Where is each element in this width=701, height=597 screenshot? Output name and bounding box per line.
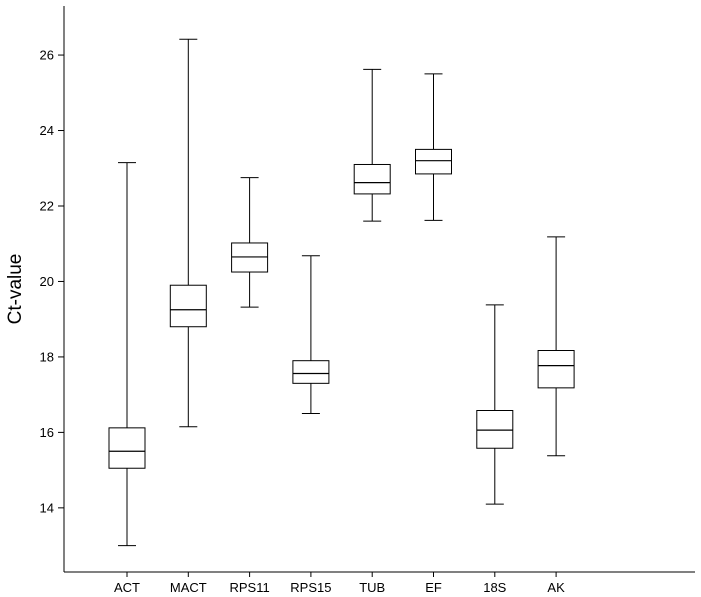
x-tick-label: RPS15	[290, 580, 331, 595]
y-tick-label: 20	[40, 274, 54, 289]
x-tick-label: AK	[547, 580, 565, 595]
iqr-box	[108, 427, 146, 469]
iqr-box	[353, 163, 391, 195]
box-act	[108, 162, 146, 547]
y-tick-label: 18	[40, 349, 54, 364]
x-tick-label: TUB	[359, 580, 385, 595]
box-rps15	[292, 255, 330, 415]
iqr-box	[169, 284, 207, 328]
x-tick-label: 18S	[483, 580, 506, 595]
box-18s	[476, 304, 514, 505]
axes	[63, 6, 695, 573]
x-tick-label: RPS11	[229, 580, 269, 595]
iqr-box	[537, 350, 575, 389]
x-tick-label: ACT	[114, 580, 140, 595]
iqr-box	[292, 360, 330, 384]
x-tick-labels: ACT MACT RPS11 RPS15 TUB EF 18S AK	[114, 572, 565, 595]
box-rps11	[231, 177, 269, 308]
iqr-box	[415, 148, 452, 175]
y-tick-label: 14	[40, 500, 54, 515]
y-tick-label: 26	[40, 48, 54, 63]
boxes	[108, 38, 575, 547]
y-tick-label: 22	[40, 198, 54, 213]
y-tick-label: 16	[40, 425, 54, 440]
y-tick-label: 24	[40, 123, 54, 138]
box-mact	[169, 38, 207, 428]
y-axis-title: Ct-value	[5, 254, 26, 325]
x-tick-label: MACT	[170, 580, 207, 595]
box-tub	[353, 68, 391, 222]
y-ticks: 14 16 18 20 22 24 26	[40, 48, 64, 515]
box-ef	[415, 73, 452, 221]
box-ak	[537, 236, 575, 457]
iqr-box	[476, 410, 514, 449]
x-tick-label: EF	[425, 580, 442, 595]
